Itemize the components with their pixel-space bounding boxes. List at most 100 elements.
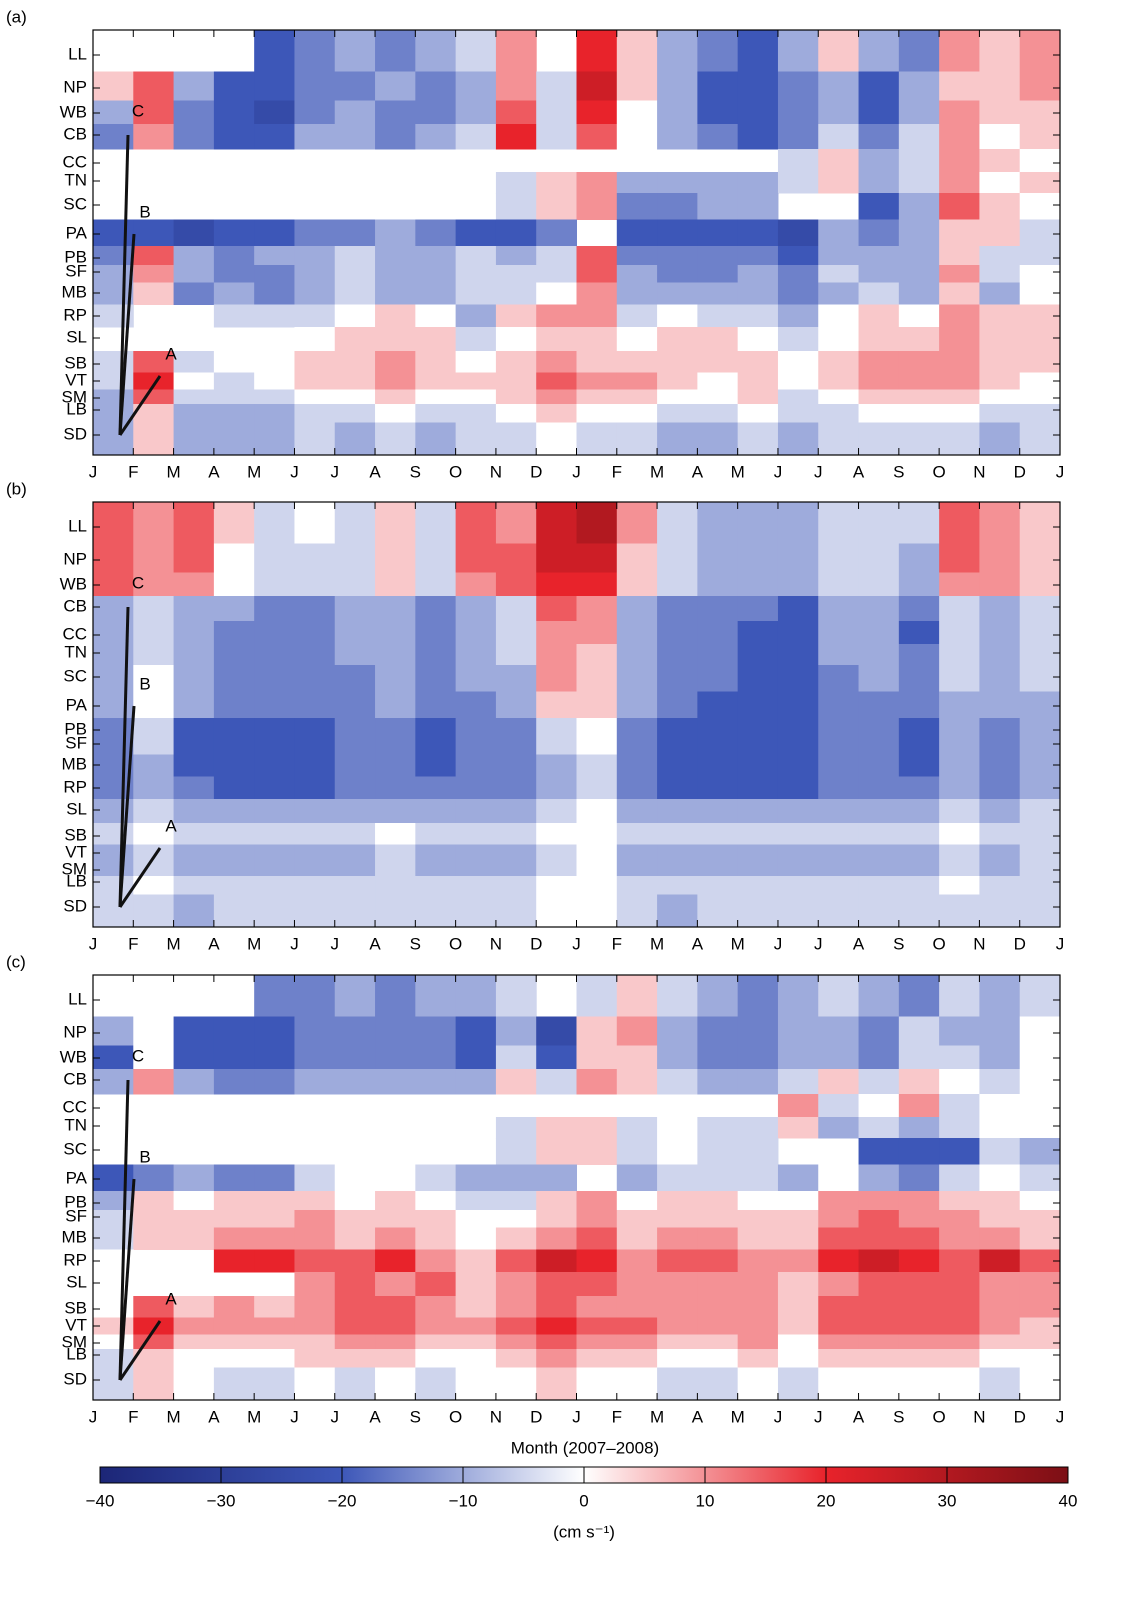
heatmap-cell (495, 1227, 537, 1250)
heatmap-cell (657, 304, 698, 328)
heatmap-cell (536, 219, 577, 247)
heatmap-cell (213, 691, 255, 719)
heatmap-cell (173, 754, 215, 777)
heatmap-cell (536, 327, 577, 352)
heatmap-cell (576, 193, 618, 220)
heatmap-cell (294, 389, 336, 405)
heatmap-cell (657, 1210, 698, 1228)
heatmap-cell (1019, 389, 1061, 405)
heatmap-cell (415, 596, 457, 622)
heatmap-cell (898, 596, 940, 622)
heatmap-cell (818, 1349, 860, 1368)
heatmap-cell (979, 1210, 1021, 1228)
heatmap-cell (697, 30, 739, 72)
heatmap-cell (858, 718, 900, 738)
heatmap-cell (979, 1317, 1021, 1335)
y-tick-label: MB (62, 282, 88, 301)
heatmap-cell (858, 1138, 900, 1165)
heatmap-cell (939, 1249, 980, 1273)
x-tick-label: A (853, 1407, 865, 1426)
heatmap-cell (375, 644, 416, 666)
heatmap-cell (536, 665, 577, 692)
heatmap-cell (415, 975, 457, 1017)
heatmap-cell (455, 422, 497, 456)
heatmap-cell (334, 1367, 376, 1401)
heatmap-cell (1019, 1227, 1061, 1250)
heatmap-cell (375, 823, 416, 845)
heatmap-cell (254, 71, 295, 101)
y-tick-label: SD (63, 896, 87, 915)
heatmap-cell (536, 823, 577, 845)
heatmap-cell (294, 1210, 336, 1228)
heatmap-cell (455, 1317, 497, 1335)
heatmap-cell (737, 502, 779, 544)
heatmap-cell (737, 327, 779, 352)
heatmap-cell (495, 219, 537, 247)
heatmap-cell (536, 100, 577, 125)
heatmap-cell (979, 621, 1021, 645)
heatmap-cell (334, 219, 376, 247)
heatmap-cell (576, 1045, 618, 1070)
heatmap-cell (1019, 665, 1061, 692)
heatmap-cell (898, 1016, 940, 1046)
x-tick-label: A (208, 934, 220, 953)
heatmap-cell (657, 876, 698, 895)
heatmap-cell (93, 1334, 134, 1350)
heatmap-cell (697, 389, 739, 405)
y-tick-label: SM (62, 1332, 88, 1351)
heatmap-cell (1019, 327, 1061, 352)
heatmap-cell (616, 975, 658, 1017)
heatmap-cell (777, 861, 819, 877)
heatmap-cell (858, 71, 900, 101)
heatmap-cell (415, 1317, 457, 1335)
heatmap-cell (737, 1117, 779, 1139)
heatmap-cell (858, 389, 900, 405)
colorbar-tick-label: 10 (696, 1491, 715, 1510)
heatmap-cell (495, 543, 537, 573)
heatmap-cell (818, 975, 860, 1017)
heatmap-cell (858, 246, 900, 266)
colorbar-tick-label: −40 (86, 1491, 115, 1510)
heatmap-cell (334, 844, 376, 862)
heatmap-cell (939, 30, 980, 72)
heatmap-cell (818, 665, 860, 692)
heatmap-cell (213, 644, 255, 666)
heatmap-cell (657, 1272, 698, 1297)
heatmap-cell (455, 894, 497, 928)
heatmap-cell (455, 876, 497, 895)
heatmap-cell (979, 502, 1021, 544)
heatmap-cell (415, 1210, 457, 1228)
x-tick-label: F (612, 462, 622, 481)
heatmap-cell (818, 282, 860, 305)
x-tick-label: M (166, 1407, 180, 1426)
heatmap-cell (979, 219, 1021, 247)
heatmap-cell (1019, 1317, 1061, 1335)
heatmap-cell (495, 799, 537, 824)
heatmap-cell (979, 572, 1021, 597)
heatmap-cell (133, 351, 175, 373)
annotation-label: B (139, 202, 150, 221)
heatmap-cell (133, 1191, 175, 1211)
y-tick-label: SB (64, 1298, 87, 1317)
heatmap-cell (173, 823, 215, 845)
heatmap-cell (697, 718, 739, 738)
heatmap-cell (979, 644, 1021, 666)
heatmap-cell (657, 1191, 698, 1211)
heatmap-cell (858, 422, 900, 456)
heatmap-cell (254, 718, 295, 738)
heatmap-cell (415, 404, 457, 423)
heatmap-cell (898, 861, 940, 877)
heatmap-cell (334, 404, 376, 423)
heatmap-cell (294, 100, 336, 125)
heatmap-cell (858, 1191, 900, 1211)
heatmap-cell (93, 351, 134, 373)
heatmap-cell (737, 1317, 779, 1335)
heatmap-cell (697, 1016, 739, 1046)
heatmap-cell (334, 30, 376, 72)
heatmap-cell (737, 389, 779, 405)
heatmap-cell (375, 304, 416, 328)
heatmap-cell (818, 799, 860, 824)
heatmap-cell (93, 823, 134, 845)
heatmap-cell (133, 844, 175, 862)
heatmap-cell (697, 1227, 739, 1250)
